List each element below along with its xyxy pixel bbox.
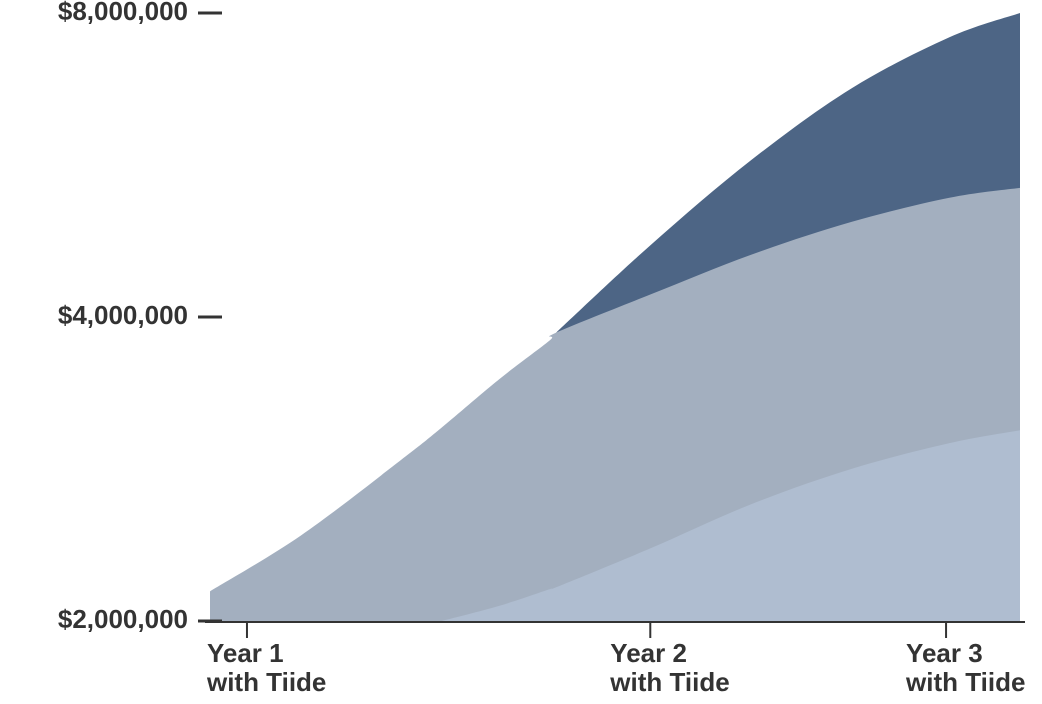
y-tick-label: $8,000,000 — [58, 0, 188, 26]
x-tick-label: Year 2 with Tiide — [609, 638, 729, 697]
x-tick-label: Year 1 with Tiide — [206, 638, 326, 697]
y-tick-label: $4,000,000 — [58, 300, 188, 330]
y-tick-label: $2,000,000 — [58, 604, 188, 634]
area — [441, 430, 1021, 621]
x-tick-label: Year 3 with Tiide — [905, 638, 1025, 697]
